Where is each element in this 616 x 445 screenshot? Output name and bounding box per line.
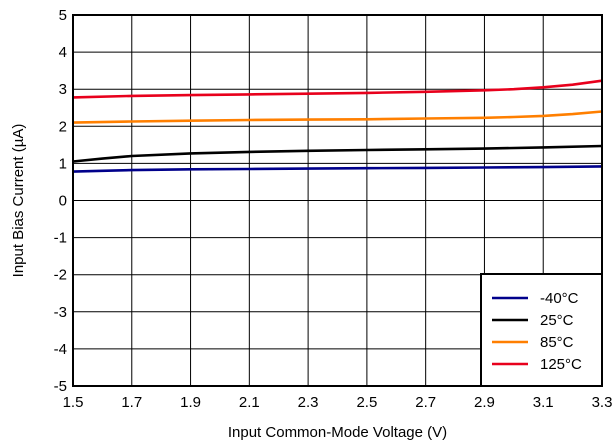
y-tick-label: -2 — [54, 267, 67, 284]
y-tick-labels: 5 4 3 2 1 0 -1 -2 -3 -4 -5 — [54, 7, 67, 395]
legend-label: -40°C — [540, 290, 579, 307]
plot-frame — [72, 14, 603, 387]
legend-box — [480, 273, 603, 387]
gridlines — [73, 15, 602, 386]
x-tick-label: 2.3 — [298, 394, 319, 411]
y-tick-label: 3 — [59, 81, 67, 98]
y-tick-label: 1 — [59, 155, 67, 172]
x-tick-label: 1.5 — [63, 394, 84, 411]
series-line — [72, 110, 603, 124]
x-tick-label: 2.7 — [415, 394, 436, 411]
y-tick-label: -1 — [54, 230, 67, 247]
x-tick-label: 2.9 — [474, 394, 495, 411]
series-line — [72, 165, 603, 173]
x-axis-title: Input Common-Mode Voltage (V) — [228, 424, 447, 441]
x-tick-labels: 1.5 1.7 1.9 2.1 2.3 2.5 2.7 2.9 3.1 3.3 — [63, 394, 613, 411]
y-tick-label: -3 — [54, 304, 67, 321]
y-tick-label: 4 — [59, 44, 67, 61]
x-tick-label: 2.5 — [356, 394, 377, 411]
y-tick-label: -5 — [54, 378, 67, 395]
series-layer — [72, 79, 603, 173]
y-tick-label: 0 — [59, 193, 67, 210]
legend: -40°C 25°C 85°C 125°C — [480, 273, 603, 387]
series-line — [72, 144, 603, 163]
x-tick-label: 1.9 — [180, 394, 201, 411]
x-tick-label: 3.1 — [533, 394, 554, 411]
legend-label: 85°C — [540, 334, 574, 351]
y-tick-label: 5 — [59, 7, 67, 24]
y-tick-label: 2 — [59, 118, 67, 135]
y-tick-label: -4 — [54, 341, 67, 358]
x-tick-label: 3.3 — [592, 394, 613, 411]
legend-label: 125°C — [540, 356, 582, 373]
x-tick-label: 2.1 — [239, 394, 260, 411]
legend-label: 25°C — [540, 312, 574, 329]
y-axis-title: Input Bias Current (µA) — [10, 124, 27, 278]
x-tick-label: 1.7 — [121, 394, 142, 411]
series-line — [72, 79, 603, 99]
